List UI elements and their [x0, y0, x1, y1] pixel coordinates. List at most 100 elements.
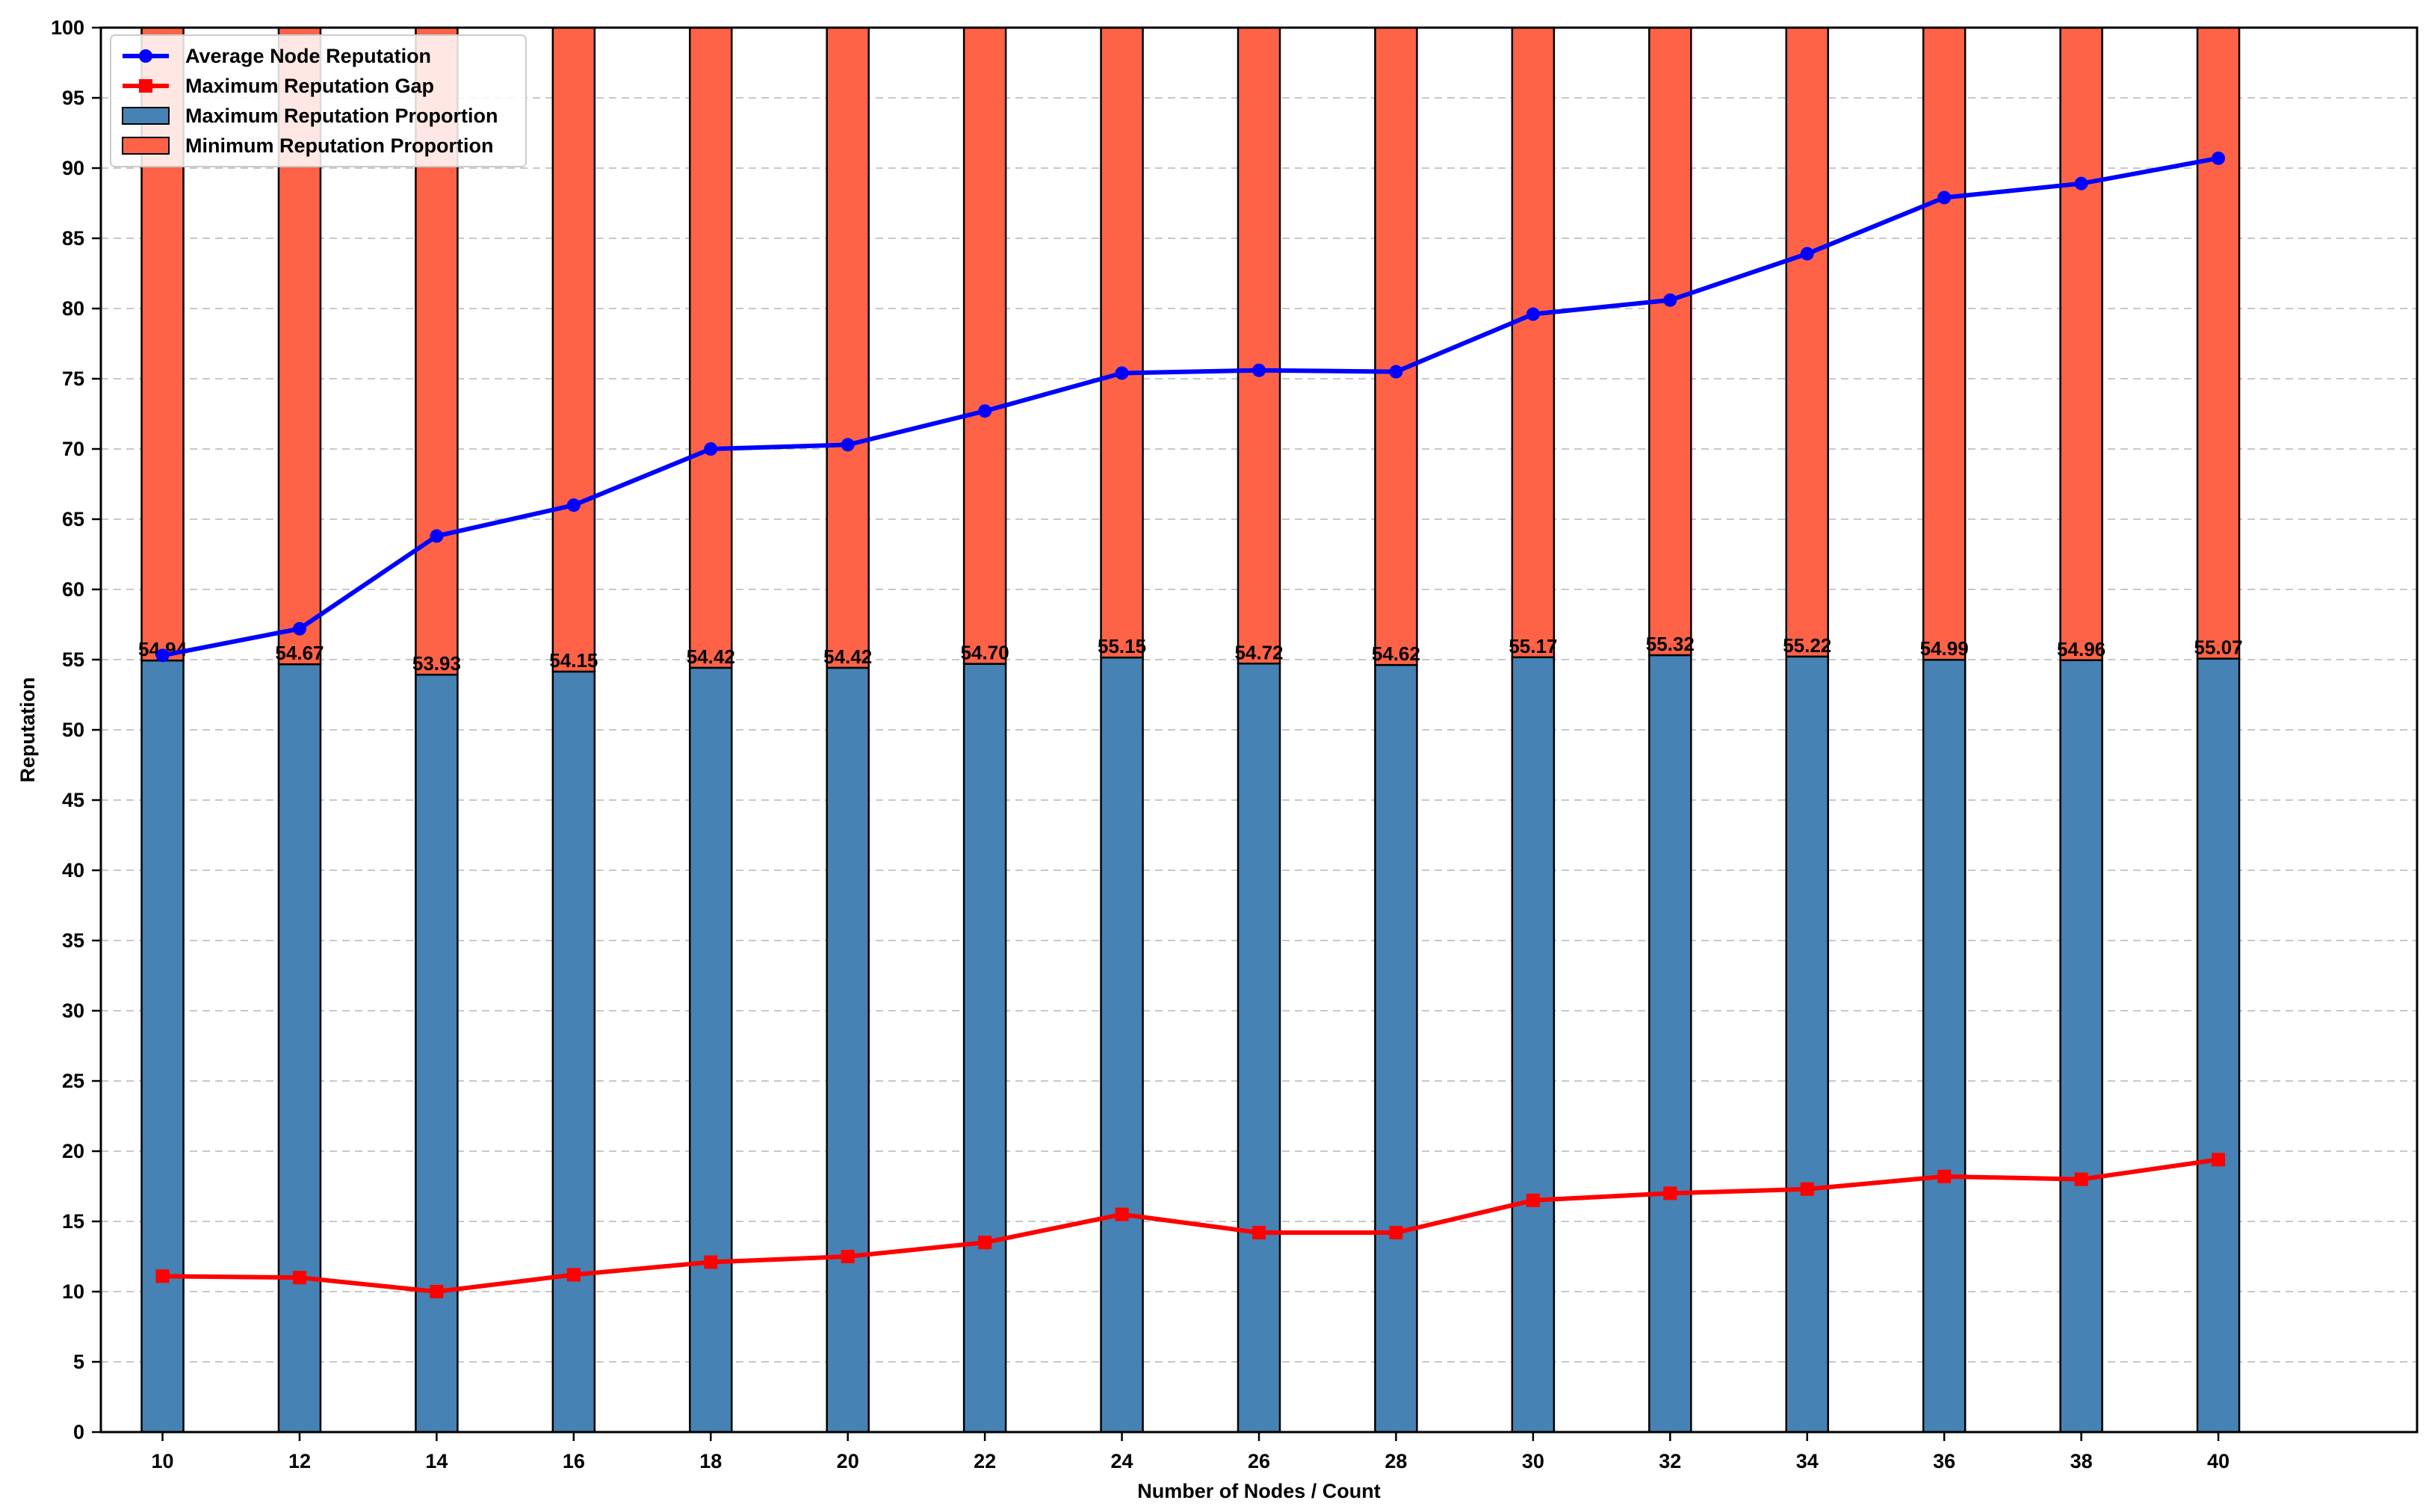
x-tick-label: 34	[1796, 1450, 1819, 1472]
bar-min-proportion	[1785, 26, 1829, 658]
y-tick-label: 10	[62, 1280, 84, 1303]
x-tick-label: 12	[288, 1450, 311, 1472]
bar-max-proportion	[826, 666, 870, 1434]
average-node-reputation-point	[1115, 366, 1129, 380]
y-tick-label: 5	[73, 1351, 84, 1373]
legend-swatch	[122, 137, 170, 155]
average-node-reputation-point	[704, 442, 718, 456]
maximum-reputation-gap-point	[978, 1236, 992, 1250]
bar-max-proportion	[1100, 656, 1144, 1434]
legend-marker	[139, 49, 152, 63]
y-tick-label: 45	[62, 789, 84, 811]
legend: Average Node Reputation Maximum Reputatio…	[110, 34, 527, 167]
bar-max-proportion	[415, 673, 459, 1434]
average-node-reputation-point	[1389, 365, 1403, 379]
y-tick-label: 60	[62, 578, 84, 601]
bar-max-proportion	[1237, 663, 1281, 1434]
bar-min-proportion	[2196, 26, 2241, 660]
bar-value-label: 54.67	[275, 642, 324, 664]
bar-min-proportion	[962, 26, 1007, 665]
y-tick-label: 35	[62, 929, 84, 952]
y-tick-label: 25	[62, 1070, 84, 1092]
legend-label: Minimum Reputation Proportion	[185, 134, 493, 157]
bar-max-proportion	[1374, 663, 1418, 1434]
average-node-reputation-line	[161, 155, 2219, 658]
average-node-reputation-point	[1663, 293, 1677, 307]
bar-min-proportion	[826, 26, 870, 669]
maximum-reputation-gap-point	[1389, 1226, 1403, 1240]
bar-value-label: 54.42	[687, 645, 735, 668]
bar-max-proportion	[140, 659, 185, 1434]
bar-max-proportion	[689, 666, 733, 1434]
average-node-reputation-point	[2074, 176, 2088, 190]
bar-max-proportion	[2059, 659, 2103, 1434]
legend-label: Average Node Reputation	[185, 45, 431, 67]
maximum-reputation-gap-point	[1800, 1182, 1814, 1196]
x-tick-label: 26	[1248, 1450, 1270, 1472]
y-tick-label: 55	[62, 648, 84, 671]
series-lines	[155, 151, 2226, 1298]
average-node-reputation-point	[292, 622, 306, 636]
x-tick-label: 16	[563, 1450, 585, 1472]
maximum-reputation-gap-point	[2074, 1172, 2088, 1186]
bar-min-proportion	[1922, 26, 1967, 661]
bar-min-proportion	[1237, 26, 1281, 665]
bar-max-proportion	[1648, 654, 1692, 1434]
y-tick-label: 15	[62, 1210, 84, 1233]
average-node-reputation-point	[430, 529, 444, 543]
bar-max-proportion	[277, 663, 322, 1434]
y-tick-label: 95	[62, 87, 84, 109]
bar-max-proportion	[551, 670, 596, 1434]
average-node-reputation-point	[1526, 307, 1540, 321]
average-node-reputation-point	[1800, 247, 1814, 261]
y-tick-label: 100	[51, 16, 84, 39]
bar-min-proportion	[1511, 26, 1556, 659]
bar-value-label: 55.17	[1509, 635, 1557, 657]
bar-min-proportion	[1374, 26, 1418, 666]
legend-box	[110, 34, 527, 167]
x-tick-label: 14	[425, 1450, 448, 1472]
average-node-reputation-point	[1937, 190, 1952, 205]
x-tick-label: 36	[1933, 1450, 1955, 1472]
bar-value-label: 55.15	[1098, 635, 1146, 657]
bar-value-label: 54.62	[1372, 642, 1420, 665]
bar-value-label: 54.42	[823, 645, 872, 668]
bar-value-label: 55.22	[1783, 634, 1831, 657]
bar-min-proportion	[551, 26, 596, 673]
maximum-reputation-gap-point	[1115, 1207, 1129, 1221]
y-tick-label: 90	[62, 157, 84, 179]
bar-max-proportion	[1785, 655, 1829, 1434]
y-tick-label: 75	[62, 368, 84, 390]
maximum-reputation-gap-line	[162, 1157, 2219, 1294]
y-tick-label: 80	[62, 297, 84, 320]
x-tick-label: 20	[837, 1450, 859, 1472]
bar-value-label: 55.32	[1646, 633, 1695, 655]
bar-min-proportion	[1648, 26, 1692, 657]
average-node-reputation-point	[566, 498, 581, 512]
average-node-reputation-point	[841, 438, 855, 452]
legend-marker	[139, 79, 152, 93]
bar-value-label: 54.15	[549, 649, 598, 672]
x-tick-label: 22	[974, 1450, 996, 1472]
x-tick-label: 18	[699, 1450, 722, 1472]
maximum-reputation-gap-point	[841, 1250, 855, 1263]
y-tick-label: 50	[62, 719, 84, 741]
bar-min-proportion	[2059, 26, 2103, 662]
bar-max-proportion	[962, 663, 1007, 1434]
y-tick-label: 85	[62, 227, 84, 250]
bar-max-proportion	[2196, 657, 2241, 1434]
bar-value-label: 55.07	[2194, 636, 2242, 659]
y-tick-label: 20	[62, 1140, 84, 1162]
maximum-reputation-gap-point	[566, 1268, 581, 1282]
y-tick-label: 70	[62, 438, 84, 460]
maximum-reputation-gap-point	[292, 1271, 306, 1285]
bar-min-proportion	[1100, 26, 1144, 659]
y-tick-label: 0	[73, 1421, 84, 1443]
axes: 0 5 10 15 20 25 30 35 40 45 50 55 60 65 70 75 80 85 90 95 10…	[16, 16, 2419, 1502]
x-tick-label: 28	[1384, 1450, 1407, 1472]
legend-label: Maximum Reputation Gap	[185, 75, 434, 97]
bar-max-proportion	[1922, 658, 1967, 1434]
bar-max-proportion	[1511, 656, 1556, 1434]
